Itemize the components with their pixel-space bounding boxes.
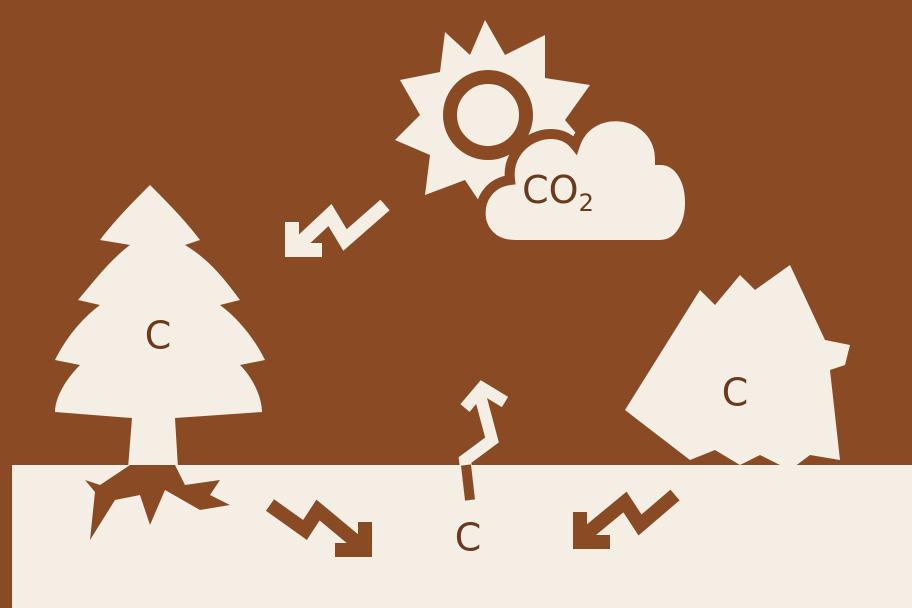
page: CO2 C C C (() => { const data = JSON.par… (0, 0, 912, 608)
cloud-label-subscript: 2 (579, 189, 594, 217)
fallen-trees-label: C (722, 371, 749, 415)
soil-label: C (455, 516, 482, 560)
tree-label: C (145, 314, 172, 358)
cloud-label-main: CO (522, 168, 578, 212)
arrow-respiration-base (466, 465, 470, 500)
carbon-cycle-diagram: CO2 C C C (0, 0, 912, 608)
